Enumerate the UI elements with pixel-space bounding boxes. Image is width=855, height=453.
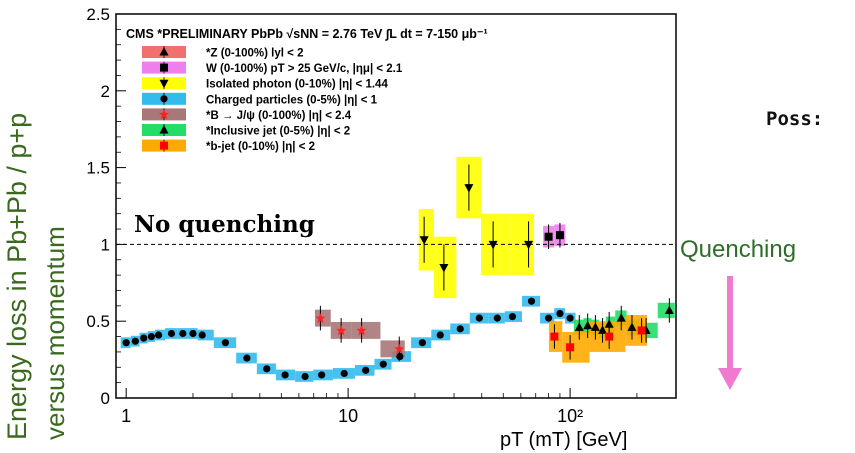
data-point <box>167 329 176 338</box>
data-point <box>627 322 637 331</box>
legend-entry: *B → J/ψ (0-100%) |η| < 2.4 <box>206 110 352 122</box>
data-point <box>160 95 168 103</box>
data-point <box>590 322 600 331</box>
data-point <box>122 339 130 347</box>
data-point <box>604 319 614 328</box>
data-point <box>140 334 148 342</box>
data-point <box>464 184 474 193</box>
data-point <box>544 314 553 322</box>
data-point <box>556 309 564 318</box>
data-point <box>664 305 674 314</box>
data-point <box>318 371 326 379</box>
data-point <box>301 372 309 381</box>
axes: 0 0.5 1 1.5 2 2.5 1 10 10² <box>86 5 638 426</box>
error-band <box>351 321 381 339</box>
legend: *Z (0-100%) lyl < 2 W (0-100%) pT > 25 Ge… <box>142 46 403 153</box>
data-point <box>131 337 139 345</box>
data-point <box>336 325 347 336</box>
data-point <box>263 365 271 373</box>
data-point <box>160 141 168 150</box>
data-point <box>394 343 405 354</box>
legend-entry: *Z (0-100%) lyl < 2 <box>206 48 303 60</box>
side-text: Poss: <box>766 108 824 130</box>
data-point <box>281 371 289 379</box>
legend-entry: Isolated photon (0-10%) |η| < 1.44 <box>206 79 388 91</box>
data-point <box>221 339 230 347</box>
data-point <box>160 63 168 72</box>
data-point <box>159 79 169 89</box>
chart-title: CMS *PRELIMINARY PbPb √sNN = 2.76 TeV ∫L… <box>126 27 488 41</box>
data-point <box>544 232 553 241</box>
data-point <box>198 331 206 339</box>
legend-entry: *Inclusive jet (0-5%) |η| < 2 <box>206 126 350 138</box>
no-quenching-label: No quenching <box>134 211 315 238</box>
x-tick-label: 10 <box>338 406 358 426</box>
data-point <box>598 325 608 334</box>
error-band <box>380 340 405 358</box>
y-tick-label: 2 <box>101 82 110 101</box>
data-point <box>550 332 559 341</box>
legend-entry: *b-jet (0-10%) |η| < 2 <box>206 141 315 153</box>
y-tick-label: 2.5 <box>86 5 110 24</box>
data-point <box>436 331 444 339</box>
y-axis-label-line2: versus momentum <box>40 226 70 440</box>
x-axis-label: pT (mT) [GeV] <box>500 429 627 451</box>
data-point <box>475 314 483 322</box>
data-point <box>362 366 370 374</box>
data-point <box>508 312 517 321</box>
data-point <box>179 329 187 338</box>
error-band <box>657 302 675 319</box>
data-point <box>566 314 574 322</box>
y-tick-label: 1 <box>101 235 110 254</box>
x-tick-label: 10² <box>557 406 583 426</box>
data-point <box>356 325 367 336</box>
data-point <box>583 320 593 330</box>
data-point <box>159 109 169 120</box>
data-point <box>488 240 498 250</box>
y-axis-label: Energy loss in Pb+Pb / p+p versus moment… <box>0 0 110 453</box>
data-point <box>419 236 429 245</box>
data-point <box>439 263 449 273</box>
x-tick-label: 1 <box>121 406 131 426</box>
data-point <box>340 369 348 378</box>
legend-entry: Charged particles (0-5%) |η| < 1 <box>206 94 378 106</box>
data-point <box>154 331 163 339</box>
quenching-label: Quenching <box>680 236 797 263</box>
data-point <box>493 314 501 322</box>
data-point <box>418 339 426 347</box>
data-point <box>605 332 614 341</box>
data-point <box>574 322 584 331</box>
y-tick-label: 0.5 <box>86 312 110 331</box>
legend-entry: W (0-100%) pT > 25 GeV/c, |ημ| < 2.1 <box>206 63 403 75</box>
data-point <box>637 326 646 335</box>
data-point <box>189 329 197 338</box>
data-point <box>616 313 626 322</box>
data-point <box>159 125 169 134</box>
data-point <box>456 325 464 333</box>
y-axis-label-line1: Energy loss in Pb+Pb / p+p <box>2 112 32 440</box>
y-tick-label: 0 <box>101 389 110 408</box>
data-point <box>396 352 404 361</box>
data-point <box>527 297 536 305</box>
quenching-arrow-head <box>718 368 742 390</box>
data-point <box>147 332 156 341</box>
data-point <box>524 240 534 250</box>
data-point <box>243 354 251 362</box>
quenching-arrow-shaft <box>727 276 733 370</box>
data-point <box>379 360 387 368</box>
data-point <box>566 343 575 352</box>
plot-frame <box>115 13 677 399</box>
data-point <box>159 47 169 56</box>
data-point <box>555 231 564 240</box>
data-point <box>315 313 326 324</box>
y-tick-label: 1.5 <box>86 159 110 178</box>
data-markers <box>122 164 674 381</box>
